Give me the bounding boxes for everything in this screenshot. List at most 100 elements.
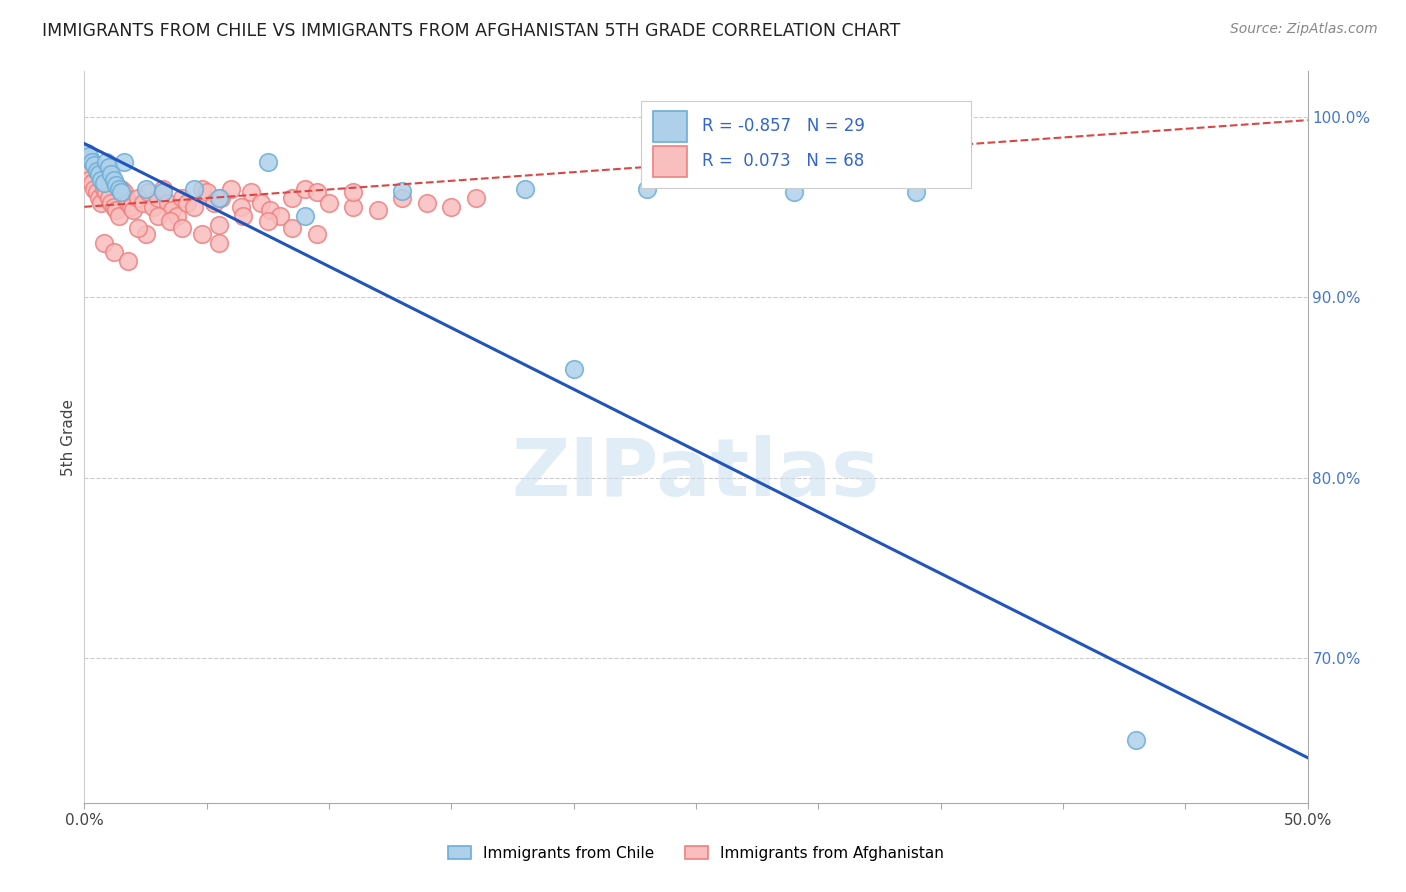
- Point: [96, 154, 118, 169]
- Point: [905, 186, 928, 200]
- Point: [93, 182, 115, 196]
- Point: [100, 167, 122, 181]
- Bar: [654, 146, 688, 177]
- Point: [110, 186, 132, 200]
- Point: [208, 191, 231, 205]
- Point: [232, 209, 254, 223]
- Point: [229, 200, 252, 214]
- Point: [132, 196, 155, 211]
- Point: [122, 203, 145, 218]
- Point: [318, 196, 340, 211]
- Point: [281, 191, 304, 205]
- Point: [191, 182, 214, 196]
- Point: [294, 209, 316, 223]
- Point: [172, 191, 194, 205]
- Point: [103, 172, 125, 186]
- Point: [294, 182, 316, 196]
- Point: [209, 191, 232, 205]
- Point: [239, 186, 262, 200]
- Text: IMMIGRANTS FROM CHILE VS IMMIGRANTS FROM AFGHANISTAN 5TH GRADE CORRELATION CHART: IMMIGRANTS FROM CHILE VS IMMIGRANTS FROM…: [42, 22, 900, 40]
- Point: [269, 209, 291, 223]
- Point: [440, 200, 463, 214]
- Point: [146, 191, 169, 205]
- Point: [176, 196, 198, 211]
- Text: ZIPatlas: ZIPatlas: [512, 434, 880, 513]
- Point: [305, 227, 328, 241]
- Point: [112, 186, 135, 200]
- Point: [152, 182, 174, 196]
- Point: [76, 145, 98, 160]
- Point: [152, 186, 174, 200]
- Point: [191, 227, 214, 241]
- Point: [87, 191, 110, 205]
- Point: [87, 167, 110, 181]
- Point: [202, 196, 225, 211]
- Point: [76, 167, 98, 181]
- Point: [97, 191, 120, 205]
- Point: [93, 235, 115, 250]
- Point: [249, 196, 271, 211]
- Point: [513, 182, 536, 196]
- Point: [136, 186, 159, 200]
- Point: [103, 244, 125, 259]
- Point: [83, 182, 105, 196]
- Point: [110, 182, 132, 196]
- Text: R =  0.073   N = 68: R = 0.073 N = 68: [702, 153, 865, 170]
- Point: [112, 154, 135, 169]
- Point: [96, 186, 118, 200]
- Point: [183, 200, 205, 214]
- Point: [105, 178, 128, 193]
- Point: [100, 196, 122, 211]
- Point: [97, 160, 120, 174]
- Point: [115, 191, 138, 205]
- Point: [342, 200, 364, 214]
- Point: [90, 196, 112, 211]
- Point: [146, 209, 169, 223]
- Point: [166, 209, 188, 223]
- Point: [127, 221, 149, 235]
- Point: [107, 182, 129, 196]
- Text: R = -0.857   N = 29: R = -0.857 N = 29: [702, 117, 865, 136]
- Point: [208, 235, 231, 250]
- Point: [208, 218, 231, 232]
- Point: [83, 158, 105, 172]
- Point: [120, 200, 142, 214]
- Point: [93, 177, 115, 191]
- Point: [391, 191, 413, 205]
- Point: [259, 203, 281, 218]
- Point: [305, 186, 328, 200]
- Point: [77, 172, 100, 186]
- Point: [219, 182, 242, 196]
- Point: [162, 203, 184, 218]
- Point: [783, 186, 806, 200]
- Point: [281, 221, 304, 235]
- Legend: Immigrants from Chile, Immigrants from Afghanistan: Immigrants from Chile, Immigrants from A…: [440, 838, 952, 868]
- Point: [135, 182, 157, 196]
- Point: [156, 196, 179, 211]
- Point: [257, 154, 280, 169]
- Point: [195, 186, 218, 200]
- Point: [142, 200, 165, 214]
- Point: [464, 191, 486, 205]
- Point: [562, 362, 585, 376]
- Point: [257, 214, 280, 228]
- Point: [636, 182, 658, 196]
- Point: [80, 154, 103, 169]
- Point: [80, 177, 103, 191]
- Point: [183, 182, 205, 196]
- Point: [86, 163, 108, 178]
- Point: [391, 184, 413, 198]
- Point: [159, 214, 181, 228]
- Point: [105, 203, 128, 218]
- Point: [416, 196, 439, 211]
- Bar: [641, 101, 972, 188]
- Bar: [654, 111, 688, 142]
- Point: [342, 186, 364, 200]
- Point: [135, 227, 157, 241]
- Point: [1125, 732, 1147, 747]
- Text: Source: ZipAtlas.com: Source: ZipAtlas.com: [1230, 22, 1378, 37]
- Point: [367, 203, 389, 218]
- Point: [107, 209, 129, 223]
- Y-axis label: 5th Grade: 5th Grade: [60, 399, 76, 475]
- Point: [127, 191, 149, 205]
